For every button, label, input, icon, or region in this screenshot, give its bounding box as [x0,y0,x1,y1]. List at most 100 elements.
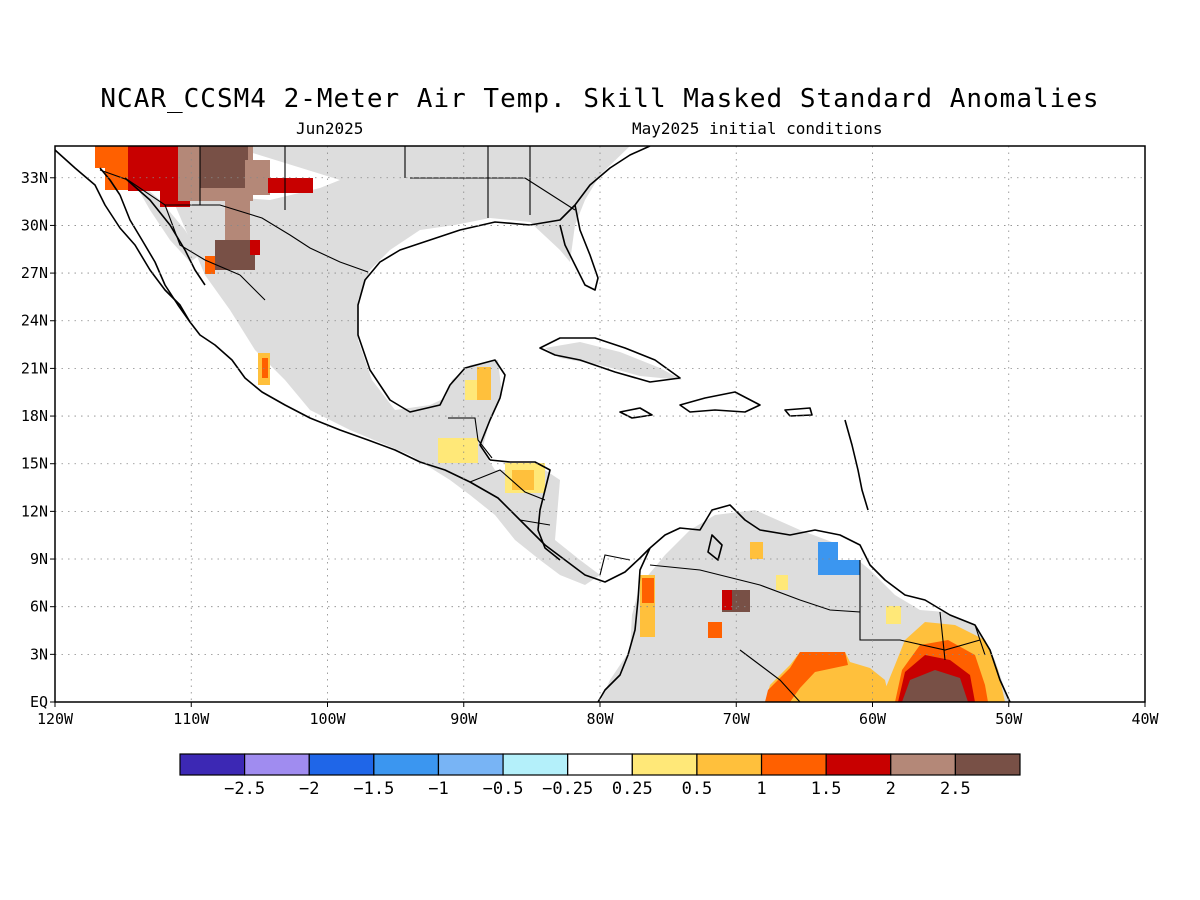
coast-south-america-north [649,504,1011,702]
lon-tick-label: 60W [859,710,887,728]
anomaly-cell [722,590,732,610]
anomaly-cell [262,358,268,378]
colorbar-swatch [825,753,892,776]
colorbar-swatch [567,753,633,776]
lat-tick-label: 33N [21,169,48,187]
border-south-america [649,560,986,702]
lon-tick-label: 90W [450,710,478,728]
colorbar-swatch [308,753,375,776]
mask-cuba [545,342,682,380]
coast-pacific-mexico [55,149,651,583]
anomaly-cell [215,240,255,270]
coast-caribbean-central [489,459,561,561]
lat-tick-label: 9N [30,550,48,568]
coast-florida [559,204,599,291]
anomaly-cell [776,575,788,590]
border-central-america [448,417,631,576]
coast-atlantic-us [574,146,651,206]
colorbar-swatch [760,753,827,776]
lon-tick-label: 70W [723,710,751,728]
lon-tick-label: 40W [1131,710,1159,728]
map-canvas [55,146,1011,702]
coast-hispaniola [679,391,761,413]
coast-gulf-mexico [357,204,576,461]
borders [99,146,986,702]
colorbar-swatch [631,753,698,776]
lon-tick-label: 50W [995,710,1023,728]
longitude-axis: 120W 110W 100W 90W 80W 70W 60W 50W 40W [37,702,1160,728]
lat-tick-label: 12N [21,502,48,520]
anomaly-cell [642,578,654,603]
anomaly-cell [750,542,763,559]
coast-south-america-west [597,547,651,702]
forecast-month: Jun2025 [296,119,364,138]
lon-tick-label: 100W [309,710,346,728]
anomaly-cell [268,178,313,193]
anomaly-cell [205,256,215,274]
mask-venezuela-coast [700,528,820,552]
lat-tick-label: 27N [21,264,48,282]
anomaly-cell [477,367,491,400]
colorbar-swatch [179,753,246,776]
anomaly-cell [886,606,901,624]
coast-cuba [539,337,681,383]
anomaly-region [765,652,848,702]
border-mexico-states [164,204,266,301]
colorbar-tick-label: 0.25 [612,779,653,799]
colorbar-tick-label: −2.5 [224,779,265,799]
colorbar-tick-label: −1 [428,779,448,799]
colorbar-swatch [437,753,504,776]
map-title: NCAR_CCSM4 2-Meter Air Temp. Skill Maske… [100,84,1100,114]
lat-tick-label: EQ [30,693,48,711]
lon-tick-label: 80W [586,710,614,728]
colorbar-tick-label: 2.5 [940,779,971,799]
anomaly-cell [465,380,477,400]
colorbar-tick-label: −0.25 [542,779,593,799]
initial-conditions-label: May2025 initial conditions [632,119,883,138]
anomaly-cell [512,470,534,490]
lat-tick-label: 15N [21,455,48,473]
anomaly-cell [838,542,860,560]
coast-jamaica [619,407,653,419]
colorbar-swatch [890,753,956,776]
lat-tick-label: 3N [30,645,48,663]
lon-tick-label: 120W [37,710,74,728]
anomaly-cell [105,160,130,190]
anomaly-cell [438,438,478,463]
colorbar-tick-label: 2 [886,779,896,799]
colorbar [179,753,1021,776]
coast-lake-maracaibo [707,534,723,561]
colorbar-labels: −2.5 −2 −1.5 −1 −0.5 −0.25 0.25 0.5 1 1.5 2 2.5 [224,779,971,799]
coastlines [55,146,1011,702]
anomaly-cell [250,240,260,255]
lon-tick-label: 110W [173,710,210,728]
lat-tick-label: 30N [21,216,48,234]
lat-tick-label: 18N [21,407,48,425]
lat-tick-label: 6N [30,598,48,616]
anomaly-cell [128,146,180,191]
colorbar-tick-label: 1.5 [811,779,842,799]
coast-puerto-rico [784,407,813,417]
border-us-states [199,146,576,218]
colorbar-swatch [502,753,569,776]
coast-baja [99,167,191,323]
colorbar-swatch [954,753,1021,776]
colorbar-tick-label: −1.5 [353,779,394,799]
colorbar-tick-label: 1 [756,779,766,799]
border-us-mexico [99,169,369,273]
colorbar-tick-label: 0.5 [682,779,713,799]
coast-antilles [844,419,869,511]
colorbar-swatch [244,753,310,776]
anomaly-cell [708,622,722,638]
colorbar-tick-label: −0.5 [483,779,524,799]
anomaly-region [902,670,968,702]
lat-tick-label: 21N [21,359,48,377]
colorbar-tick-label: −2 [299,779,319,799]
skill-mask-layer [130,146,1010,702]
colorbar-swatch [696,753,763,776]
latitude-axis: 33N 30N 27N 24N 21N 18N 15N 12N 9N 6N 3N EQ [21,169,55,711]
anomaly-cell [200,146,248,188]
colorbar-swatch [373,753,440,776]
lat-tick-label: 24N [21,312,48,330]
